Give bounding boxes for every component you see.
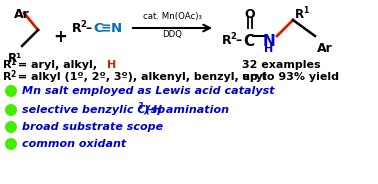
Circle shape (5, 85, 17, 97)
Text: = aryl, alkyl,: = aryl, alkyl, (14, 60, 101, 70)
Text: = alkyl (1º, 2º, 3º), alkenyl, benzyl, aryl: = alkyl (1º, 2º, 3º), alkenyl, benzyl, a… (14, 72, 266, 82)
Text: ≡: ≡ (101, 22, 112, 35)
Text: +: + (53, 28, 67, 46)
Text: 2: 2 (230, 32, 236, 41)
Circle shape (5, 104, 17, 116)
Text: R: R (72, 22, 82, 35)
Text: Mn salt employed as Lewis acid catalyst: Mn salt employed as Lewis acid catalyst (22, 86, 275, 96)
Text: C: C (93, 22, 102, 35)
Text: R: R (3, 72, 11, 82)
Text: –: – (85, 22, 91, 35)
Text: 1: 1 (10, 58, 15, 67)
Text: Ar: Ar (14, 8, 30, 21)
Text: selective benzylic C(sp: selective benzylic C(sp (22, 105, 165, 115)
Circle shape (5, 138, 17, 150)
Text: C: C (243, 34, 254, 49)
Text: O: O (245, 8, 255, 21)
Text: R: R (3, 60, 11, 70)
Text: H: H (107, 60, 116, 70)
Text: N: N (263, 34, 276, 49)
Text: broad substrate scope: broad substrate scope (22, 122, 163, 132)
Text: 3: 3 (138, 102, 143, 111)
Text: cat. Mn(OAc)₃: cat. Mn(OAc)₃ (143, 12, 202, 21)
Text: N: N (111, 22, 122, 35)
Text: H: H (264, 44, 274, 54)
Text: common oxidant: common oxidant (22, 139, 126, 149)
Text: R¹: R¹ (8, 52, 22, 65)
Text: R: R (295, 8, 304, 21)
Text: 32 examples: 32 examples (242, 60, 321, 70)
Text: –: – (235, 34, 241, 47)
Text: DDQ: DDQ (163, 30, 183, 39)
Text: R: R (222, 34, 232, 47)
Text: )-H amination: )-H amination (143, 105, 229, 115)
Text: Ar: Ar (317, 42, 333, 55)
Text: up to 93% yield: up to 93% yield (242, 72, 339, 82)
Text: 2: 2 (10, 70, 15, 79)
Text: 2: 2 (80, 20, 86, 29)
Circle shape (5, 121, 17, 133)
Text: 1: 1 (303, 6, 308, 15)
